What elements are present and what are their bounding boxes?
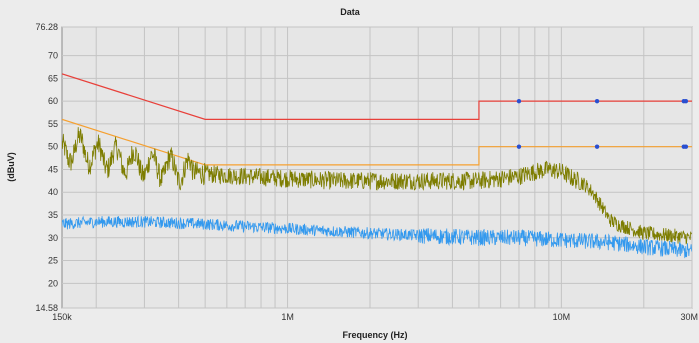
y-axis-ticks: 14.58 20 25 30 35 40 45 50 55 60 65 70 76.28 <box>35 22 58 313</box>
limit-marker <box>594 98 600 104</box>
series-line-3 <box>62 127 692 245</box>
limit-marker <box>683 144 689 149</box>
limit-marker <box>594 144 600 149</box>
limit-marker <box>516 98 522 104</box>
y-tick-label: 30 <box>48 233 58 243</box>
chart-title: Data <box>340 7 361 17</box>
y-tick-label: 65 <box>48 73 58 83</box>
y-tick-label: 70 <box>48 51 58 61</box>
y-tick-label: 14.58 <box>35 303 58 313</box>
y-tick-label: 76.28 <box>35 22 58 32</box>
y-tick-label: 40 <box>48 187 58 197</box>
y-tick-label: 35 <box>48 210 58 220</box>
series-line-1 <box>62 73 692 120</box>
limit-marker <box>516 144 522 149</box>
series-layer <box>62 73 692 259</box>
x-tick-label: 30M <box>680 312 698 322</box>
x-axis-ticks: 150k 1M 10M 30M <box>52 312 698 322</box>
y-tick-label: 50 <box>48 142 58 152</box>
x-tick-label: 1M <box>281 312 294 322</box>
markers-layer <box>516 98 689 149</box>
limit-marker <box>683 98 689 104</box>
y-tick-label: 20 <box>48 278 58 288</box>
y-tick-label: 25 <box>48 256 58 266</box>
series-line-2 <box>62 118 692 166</box>
series-line-4 <box>62 215 692 259</box>
plot-area <box>61 26 693 309</box>
grid-lines <box>62 26 693 309</box>
y-tick-label: 60 <box>48 96 58 106</box>
x-tick-label: 150k <box>52 312 72 322</box>
x-axis-label: Frequency (Hz) <box>342 330 407 340</box>
x-tick-label: 10M <box>553 312 571 322</box>
y-tick-label: 45 <box>48 164 58 174</box>
y-axis-label: (dBuV) <box>6 152 16 182</box>
y-tick-label: 55 <box>48 119 58 129</box>
